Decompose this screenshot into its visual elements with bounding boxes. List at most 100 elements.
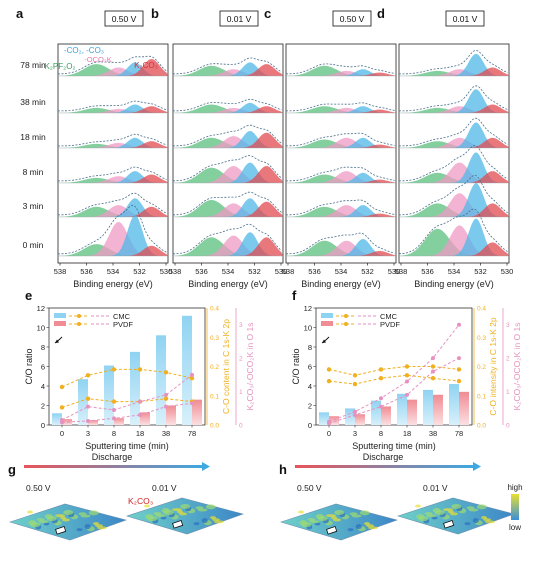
surface-feature [144,504,150,508]
bar-pvdf [433,394,443,425]
legend-swatch-pvdf [54,321,66,326]
peak-co2 [58,215,168,256]
bar-pvdf [329,416,339,425]
x-tick-label: 530 [501,267,514,276]
envelope-fit [286,63,395,75]
y-tick-label: 4 [41,382,45,391]
peak-oco2k [173,235,283,256]
surface-feature [93,522,99,526]
envelope-fit [399,117,508,147]
x-tick-label: 38 [429,429,437,438]
content-line-cmc [61,368,193,388]
surface-feature [481,516,487,520]
x-tick-label: 536 [421,267,434,276]
y-axis-label: C/O ratio [24,348,34,384]
surface-feature [364,522,370,526]
panel-letter-g: g [8,462,16,477]
peak-oco2k [58,142,168,148]
bar-pvdf [381,406,391,425]
peak-k2co3 [173,201,283,217]
y1-tick-label: 0.3 [210,335,219,342]
voltage-label: 0.01 V [453,14,478,24]
surface-feature [36,518,45,522]
xps-panel-d: d 0.01 V 538 536 534 532 530 Binding energy (eV… [377,6,513,289]
peak-k2co3 [173,166,283,183]
peak-pf [173,65,283,76]
envelope-fit [58,55,167,75]
content-point [137,367,143,372]
content-point [404,373,410,378]
y2-axis-label: K₂CO₃/-OCO₂K in O 1s [245,323,255,411]
peak-k2co3 [286,250,396,256]
y1-tick-label: 0.1 [477,393,486,400]
bar-cmc [52,413,62,425]
surface-feature [298,510,304,514]
peak-pf [286,106,396,113]
y-tick-label: 6 [41,363,45,372]
peak-oco2k [58,108,168,113]
envelope-fit [58,133,167,147]
panel-letter-b: b [151,6,159,21]
peak-oco2k [286,205,396,217]
x-tick-label: 534 [222,267,235,276]
y1-axis-label: C-O content in C 1s-K 2p [221,319,231,414]
time-label: 3 min [23,201,44,211]
peak-oco2k [173,107,283,113]
surface-feature [326,514,336,518]
pointer-arrowhead [55,339,59,343]
panel-letter-h: h [279,462,287,477]
x-tick-label: 78 [188,429,196,438]
legend-label-pvdf: PVDF [113,320,133,329]
ratio-point [327,421,331,426]
content-point [163,370,169,375]
voltage-box [445,10,485,27]
colorbar-high: high [507,483,522,492]
peak-oco2k [399,137,509,148]
x-tick-label: 0 [327,429,331,438]
ratio-point [86,418,90,423]
x-tick-label: 530 [388,267,401,276]
surface-feature [63,510,74,516]
bar-cmc [104,365,114,425]
peak-oco2k [399,193,509,217]
ratio-line-cmc [328,324,460,423]
surface-map [279,503,399,541]
voltage-box [332,10,372,27]
content-point [352,381,358,387]
content-point [352,373,358,378]
content-point [430,376,436,381]
colorbar [511,494,519,520]
peak-k2co3 [58,174,168,183]
y-tick-label: 4 [308,382,312,391]
y-tick-label: 12 [37,304,45,313]
discharge-arrowhead [473,462,481,471]
panel-frame [285,43,397,264]
map-panel-g: g Discharge 0.50 V 0.01 V K₂CO₃ [8,452,245,541]
ratio-point [164,404,168,409]
surface-feature [76,528,83,532]
peak-co2 [399,152,509,183]
bar-cmc [423,389,433,425]
envelope-fit [398,208,508,255]
bar-pvdf [114,418,124,425]
y1-tick-label: 0.4 [210,306,219,313]
envelope-fit [173,57,282,75]
time-label: 8 min [23,167,44,177]
bar-cmc [397,393,407,425]
x-tick-label: 536 [195,267,208,276]
surface-feature [443,508,453,512]
ratio-point [379,404,383,409]
time-label: 0 min [23,240,44,250]
xps-panel-c: c 0.50 V 538 536 534 532 530 Binding energy (eV… [264,6,400,289]
surface-feature [84,524,91,530]
peak-pf [58,206,168,217]
surface-feature [349,512,358,516]
x-tick-label: 8 [112,429,116,438]
peak-k2co3 [399,203,509,217]
surface-feature [193,522,200,526]
peak-k2co3 [399,137,509,148]
peak-pf [286,65,396,76]
surface-feature [424,512,433,516]
surface-feature [28,520,37,526]
